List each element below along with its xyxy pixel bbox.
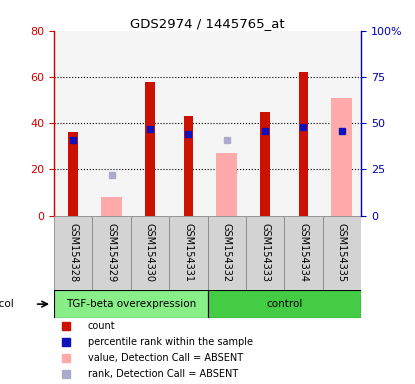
Text: GSM154332: GSM154332 bbox=[222, 223, 232, 282]
Bar bbox=[101, 197, 122, 216]
Bar bbox=[323, 31, 361, 216]
Text: GSM154330: GSM154330 bbox=[145, 223, 155, 282]
Bar bbox=[299, 72, 308, 216]
Text: percentile rank within the sample: percentile rank within the sample bbox=[88, 337, 253, 347]
Text: protocol: protocol bbox=[0, 299, 14, 309]
Bar bbox=[54, 216, 92, 290]
Bar bbox=[208, 290, 361, 318]
Text: GSM154333: GSM154333 bbox=[260, 223, 270, 282]
Bar bbox=[93, 31, 131, 216]
Bar bbox=[169, 31, 208, 216]
Bar bbox=[284, 216, 323, 290]
Text: GSM154335: GSM154335 bbox=[337, 223, 347, 282]
Bar bbox=[54, 290, 208, 318]
Bar bbox=[323, 216, 361, 290]
Title: GDS2974 / 1445765_at: GDS2974 / 1445765_at bbox=[130, 17, 285, 30]
Bar bbox=[246, 31, 284, 216]
Text: rank, Detection Call = ABSENT: rank, Detection Call = ABSENT bbox=[88, 369, 238, 379]
Text: GSM154334: GSM154334 bbox=[298, 223, 308, 282]
Text: GSM154329: GSM154329 bbox=[107, 223, 117, 282]
Text: TGF-beta overexpression: TGF-beta overexpression bbox=[66, 299, 196, 309]
Text: GSM154328: GSM154328 bbox=[68, 223, 78, 282]
Bar bbox=[183, 116, 193, 216]
Text: count: count bbox=[88, 321, 115, 331]
Text: GSM154331: GSM154331 bbox=[183, 223, 193, 282]
Bar bbox=[331, 98, 352, 216]
Bar bbox=[260, 112, 270, 216]
Text: control: control bbox=[266, 299, 303, 309]
Bar bbox=[246, 216, 284, 290]
Bar bbox=[68, 132, 78, 216]
Bar bbox=[54, 31, 92, 216]
Bar bbox=[145, 81, 155, 216]
Bar bbox=[131, 31, 169, 216]
Bar bbox=[284, 31, 323, 216]
Bar bbox=[131, 216, 169, 290]
Bar bbox=[216, 153, 237, 216]
Text: value, Detection Call = ABSENT: value, Detection Call = ABSENT bbox=[88, 353, 243, 363]
Bar bbox=[93, 216, 131, 290]
Bar bbox=[208, 216, 246, 290]
Bar bbox=[169, 216, 208, 290]
Bar bbox=[208, 31, 246, 216]
